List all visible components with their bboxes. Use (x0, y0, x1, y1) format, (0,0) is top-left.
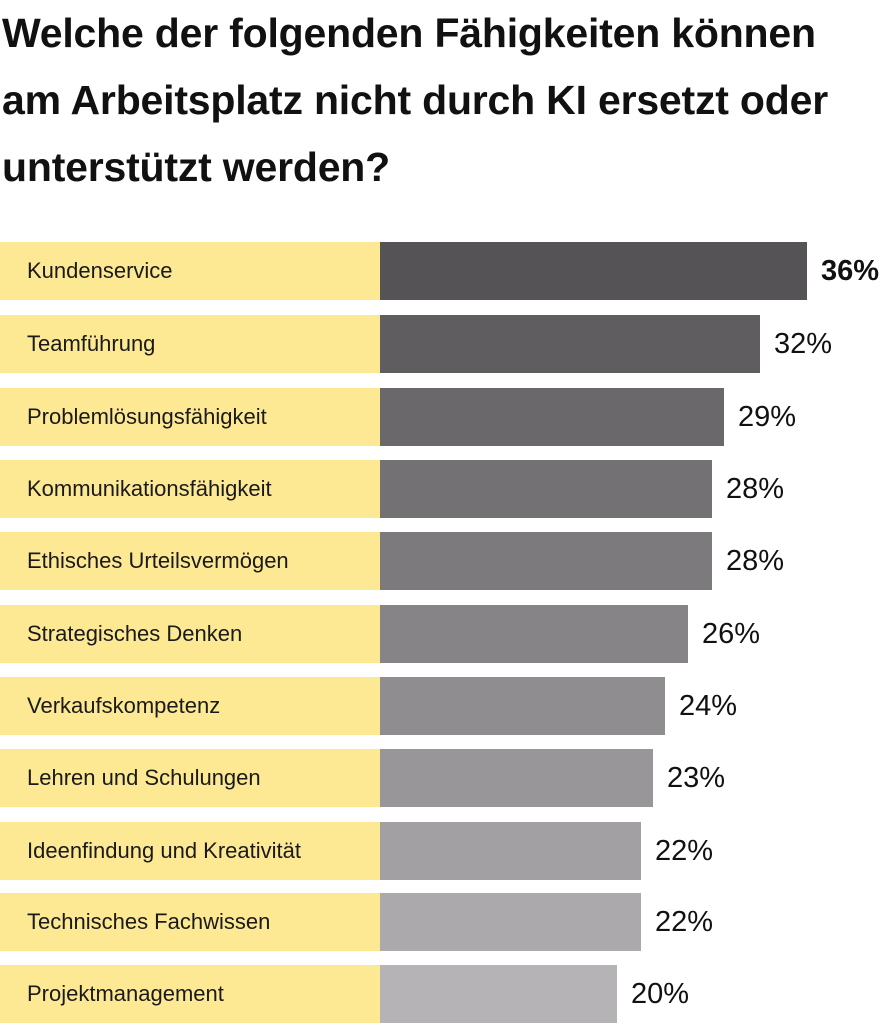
value-label: 29% (738, 400, 797, 433)
value-label: 24% (679, 689, 738, 722)
value-label: 20% (631, 977, 690, 1010)
value-label: 22% (655, 834, 714, 867)
bar (380, 677, 665, 735)
category-label: Problemlösungsfähigkeit (0, 388, 380, 446)
bar (380, 893, 641, 951)
category-label: Ideenfindung und Kreativität (0, 822, 380, 880)
value-label: 28% (726, 544, 785, 577)
value-label: 28% (726, 472, 785, 505)
category-label: Technisches Fachwissen (0, 893, 380, 951)
category-label: Ethisches Urteilsvermögen (0, 532, 380, 590)
bar (380, 242, 807, 300)
bar (380, 460, 712, 518)
category-label: Kommunikationsfähigkeit (0, 460, 380, 518)
value-label: 36% (821, 254, 880, 287)
category-label: Projektmanagement (0, 965, 380, 1023)
value-label: 22% (655, 905, 714, 938)
bar (380, 965, 617, 1023)
bar (380, 315, 760, 373)
value-label: 26% (702, 617, 761, 650)
value-label: 32% (774, 327, 833, 360)
category-label: Verkaufskompetenz (0, 677, 380, 735)
category-label: Teamführung (0, 315, 380, 373)
category-label: Kundenservice (0, 242, 380, 300)
category-label: Lehren und Schulungen (0, 749, 380, 807)
bar (380, 749, 653, 807)
bar (380, 605, 688, 663)
bar (380, 532, 712, 590)
value-label: 23% (667, 761, 726, 794)
bar (380, 822, 641, 880)
category-label: Strategisches Denken (0, 605, 380, 663)
bar (380, 388, 724, 446)
chart-title: Welche der folgenden Fähigkeiten können … (2, 10, 828, 190)
